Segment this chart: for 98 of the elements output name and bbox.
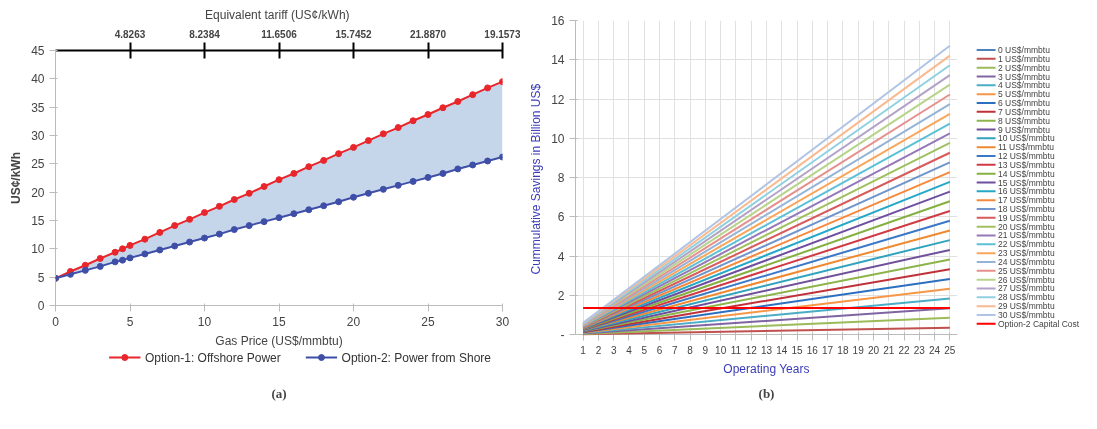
legend-label: 11 US$/mmbtu: [997, 142, 1055, 153]
legend-label: 20 US$/mmbtu: [997, 221, 1055, 232]
legend-label: 27 US$/mmbtu: [997, 283, 1055, 294]
legend-label: 4 US$/mmbtu: [997, 80, 1051, 91]
text: 21.8870: [409, 28, 447, 40]
x-tick-label: 22: [898, 344, 911, 356]
y-tick-label: 30: [31, 129, 45, 143]
y-tick-label: 10: [31, 242, 45, 257]
x-tick-label: 13: [760, 344, 773, 356]
x-axis-title: Gas Price (US$/mmbtu): [215, 333, 343, 348]
x-tick-label: 20: [346, 314, 361, 329]
legend-label: 17 US$/mmbtu: [997, 195, 1055, 206]
text: 4.8263: [114, 28, 146, 40]
x-tick-label: 17: [822, 344, 834, 356]
chart-title: Equivalent tariff (US¢/kWh): [205, 7, 350, 22]
text: 19.1573: [484, 28, 521, 40]
x-tick-label: 25: [944, 344, 956, 356]
x-tick-label: 6: [656, 344, 663, 356]
legend-label: 13 US$/mmbtu: [997, 159, 1055, 170]
x-tick-label: 9: [702, 344, 709, 356]
legend-label: 28 US$/mmbtu: [997, 292, 1055, 303]
legend-label: 19 US$/mmbtu: [997, 212, 1055, 223]
x-tick-label: 24: [929, 344, 941, 356]
x-tick-label: 8: [687, 344, 694, 356]
x-tick-label: 21: [883, 344, 895, 356]
legend-label: 29 US$/mmbtu: [997, 301, 1055, 312]
y-tick-label: 15: [31, 214, 45, 228]
legend-label: 22 US$/mmbtu: [997, 239, 1055, 250]
legend-label: 26 US$/mmbtu: [997, 274, 1055, 285]
x-tick-label: 30: [495, 314, 510, 329]
y-tick-label: 4: [557, 249, 565, 264]
x-tick-label: 23: [913, 344, 926, 356]
legend-label: 23 US$/mmbtu: [997, 248, 1055, 259]
legend-label: 3 US$/mmbtu: [997, 71, 1051, 82]
legend-label: 30 US$/mmbtu: [997, 309, 1055, 320]
legend-label: 0 US$/mmbtu: [997, 45, 1051, 56]
text: 11.6506: [261, 28, 298, 40]
y-axis-title: US¢/kWh: [9, 151, 24, 204]
x-tick-label: 14: [776, 344, 788, 356]
legend-label: 5 US$/mmbtu: [997, 89, 1051, 100]
y-tick-label: 14: [551, 53, 565, 68]
x-tick-label: 15: [272, 314, 286, 329]
y-tick-label: 10: [551, 131, 565, 146]
y-tick-label: 35: [31, 100, 45, 115]
x-tick-label: 7: [672, 344, 679, 356]
x-tick-label: 2: [595, 344, 602, 356]
x-tick-label: 15: [791, 344, 804, 356]
y-tick-label: 16: [551, 14, 565, 28]
y-tick-label: 25: [31, 157, 45, 172]
x-tick-label: 5: [641, 344, 648, 356]
legend-label: 18 US$/mmbtu: [997, 204, 1055, 214]
x-tick-label: 10: [715, 344, 727, 356]
legend-label: 15 US$/mmbtu: [997, 177, 1055, 188]
legend-label: 14 US$/mmbtu: [997, 168, 1055, 179]
y-tick-label: 2: [557, 288, 565, 303]
legend-label: 8 US$/mmbtu: [997, 115, 1051, 126]
y-tick-label: 12: [551, 92, 565, 107]
x-tick-label: 5: [126, 314, 134, 329]
legend-label: Option-2: Power from Shore: [341, 350, 492, 365]
x-tick-label: 4: [626, 344, 633, 356]
y-axis-title: Cummulative Savings in Billion US$: [529, 83, 544, 275]
text: (b): [758, 385, 775, 401]
y-tick-label: -: [560, 328, 565, 342]
legend-label: 2 US$/mmbtu: [997, 62, 1051, 73]
legend-label: 12 US$/mmbtu: [997, 151, 1055, 162]
text: 15.7452: [335, 28, 373, 40]
legend-label: 25 US$/mmbtu: [997, 265, 1055, 276]
x-tick-label: 0: [52, 314, 60, 329]
y-tick-label: 8: [557, 171, 565, 185]
legend-label: 10 US$/mmbtu: [997, 133, 1055, 144]
legend-label: 9 US$/mmbtu: [997, 124, 1051, 135]
x-tick-label: 19: [852, 344, 865, 356]
x-tick-label: 20: [867, 344, 880, 356]
legend-label: Option-1: Offshore Power: [144, 350, 281, 365]
x-tick-label: 11: [730, 344, 742, 356]
x-tick-label: 18: [837, 344, 849, 356]
y-tick-label: 40: [31, 72, 45, 87]
y-tick-label: 0: [37, 299, 45, 313]
legend-label: Option-2 Capital Cost: [997, 318, 1080, 329]
text: (a): [271, 385, 287, 401]
x-tick-label: 3: [610, 344, 617, 356]
x-tick-label: 1: [580, 344, 587, 356]
x-axis-title: Operating Years: [723, 361, 810, 376]
x-tick-label: 10: [197, 314, 212, 329]
y-tick-label: 20: [31, 185, 45, 200]
x-tick-label: 12: [745, 344, 758, 356]
x-tick-label: 16: [806, 344, 819, 356]
legend-label: 7 US$/mmbtu: [997, 106, 1051, 117]
legend-label: 21 US$/mmbtu: [997, 230, 1055, 241]
legend-label: 24 US$/mmbtu: [997, 256, 1055, 267]
legend-label: 6 US$/mmbtu: [997, 98, 1051, 109]
x-tick-label: 25: [421, 314, 435, 329]
y-tick-label: 5: [37, 270, 45, 285]
text: 8.2384: [189, 28, 221, 40]
y-tick-label: 6: [557, 210, 565, 225]
y-tick-label: 45: [31, 44, 45, 58]
legend-label: 1 US$/mmbtu: [997, 53, 1051, 64]
legend-label: 16 US$/mmbtu: [997, 186, 1055, 197]
